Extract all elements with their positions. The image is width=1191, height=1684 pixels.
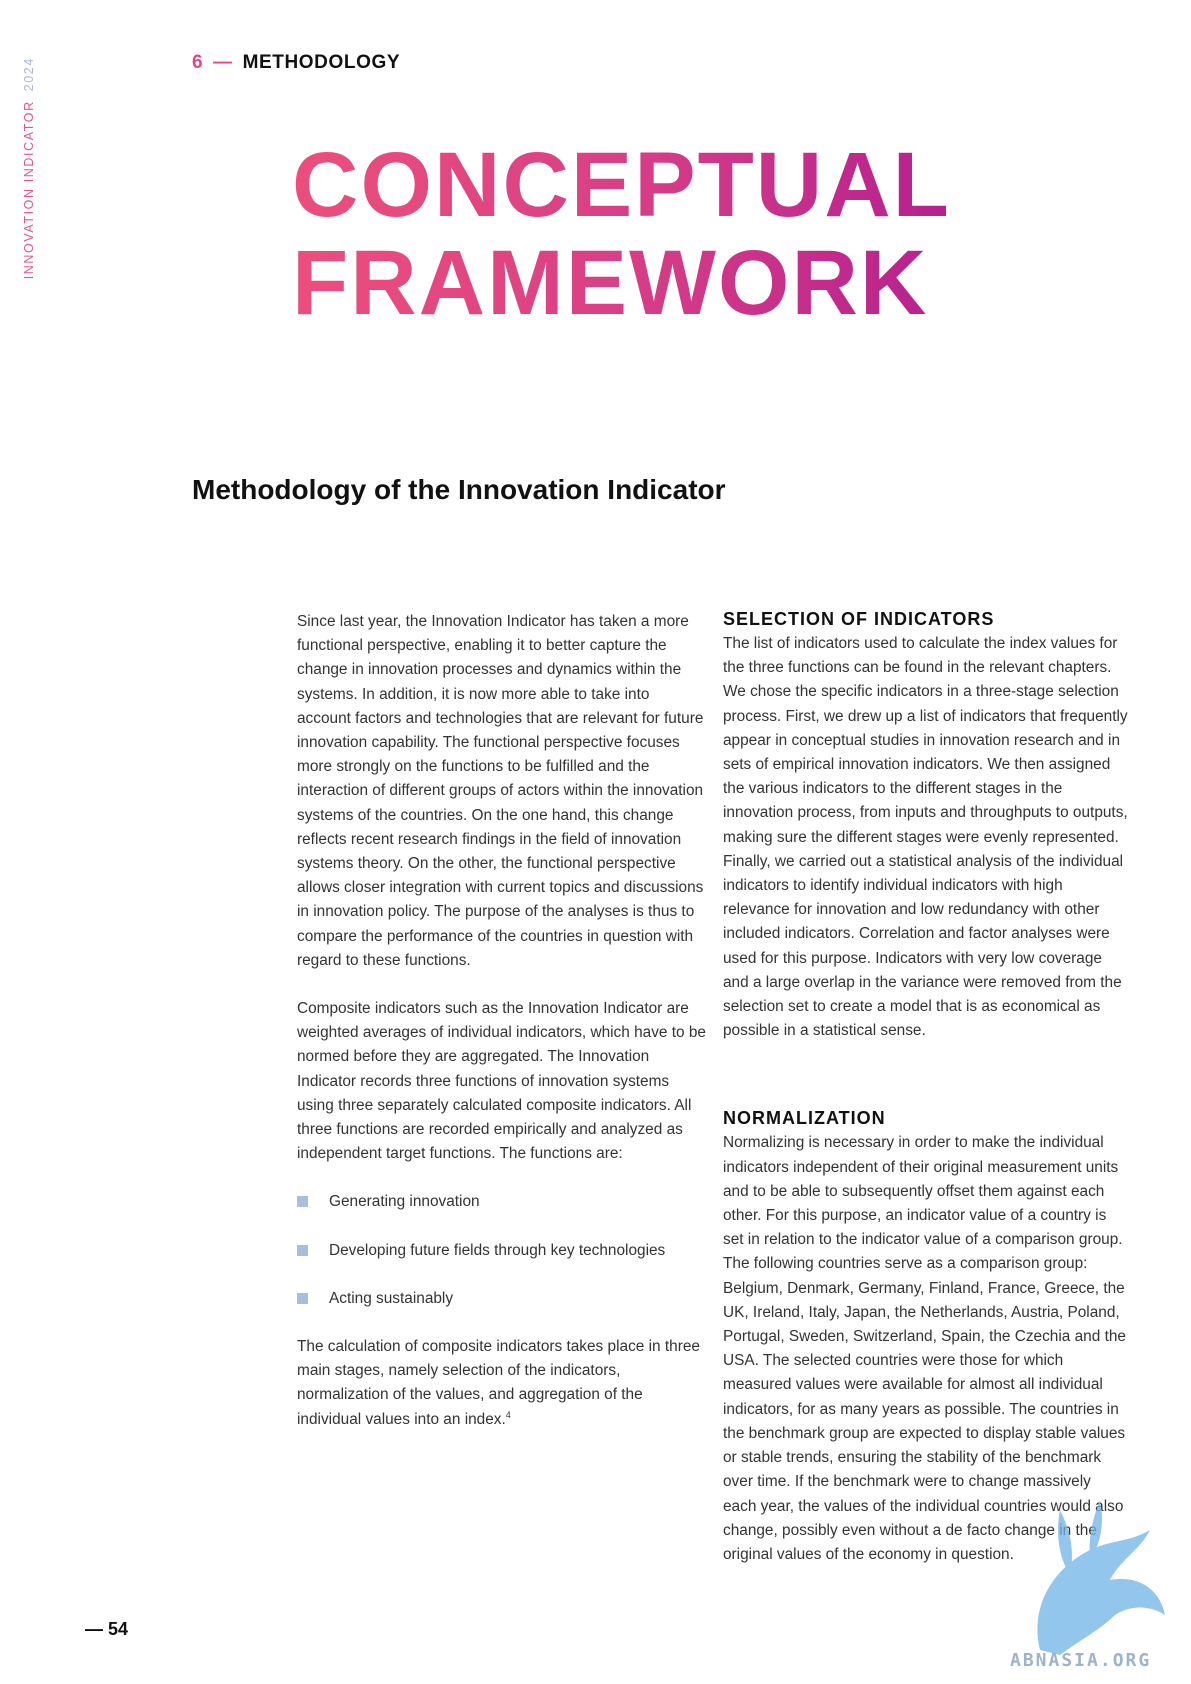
right-paragraph-2: Normalizing is necessary in order to mak…: [723, 1134, 1126, 1563]
heading-normalization: NORMALIZATION: [723, 1108, 886, 1129]
left-column: Since last year, the Innovation Indicato…: [297, 610, 707, 1456]
left-paragraph-2: Composite indicators such as the Innovat…: [297, 1000, 706, 1163]
list-item: Generating innovation: [297, 1190, 707, 1214]
heading-selection-of-indicators: SELECTION OF INDICATORS: [723, 609, 995, 629]
side-header-text: INNOVATION INDICATOR: [22, 100, 36, 280]
side-running-header: INNOVATION INDICATOR 2024: [22, 57, 36, 279]
page-number: — 54: [85, 1619, 129, 1639]
chapter-title-line2: FRAMEWORK: [292, 232, 929, 334]
list-item: Acting sustainably: [297, 1287, 707, 1311]
functions-list: Generating innovation Developing future …: [297, 1190, 707, 1311]
left-paragraph-3-text: The calculation of composite indicators …: [297, 1338, 700, 1428]
chapter-title: CONCEPTUAL FRAMEWORK: [292, 136, 951, 332]
section-dash: —: [213, 52, 233, 73]
list-item: Developing future fields through key tec…: [297, 1239, 707, 1263]
square-bullet-icon: [297, 1244, 308, 1256]
list-item-text: Acting sustainably: [329, 1289, 454, 1307]
square-bullet-icon: [297, 1292, 308, 1304]
left-paragraph-3: The calculation of composite indicators …: [297, 1335, 707, 1432]
right-paragraph-1: The list of indicators used to calculate…: [723, 635, 1128, 1040]
chapter-title-line1: CONCEPTUAL: [292, 134, 951, 236]
spacer: [723, 1067, 1128, 1105]
page-subtitle: Methodology of the Innovation Indicator: [192, 474, 726, 505]
section-header: 6 — METHODOLOGY: [192, 52, 400, 74]
right-column: SELECTION OF INDICATORS The list of indi…: [723, 606, 1128, 1591]
side-header-year: 2024: [22, 57, 36, 92]
section-title: METHODOLOGY: [242, 52, 401, 73]
square-bullet-icon: [297, 1196, 308, 1208]
list-item-text: Developing future fields through key tec…: [329, 1241, 666, 1259]
left-paragraph-1: Since last year, the Innovation Indicato…: [297, 613, 704, 969]
watermark-text: ABNASIA.ORG: [1010, 1650, 1152, 1671]
footnote-reference[interactable]: 4: [505, 1409, 511, 1420]
watermark-logo-icon: [1037, 1500, 1165, 1655]
section-number: 6: [192, 52, 204, 73]
list-item-text: Generating innovation: [329, 1193, 480, 1211]
